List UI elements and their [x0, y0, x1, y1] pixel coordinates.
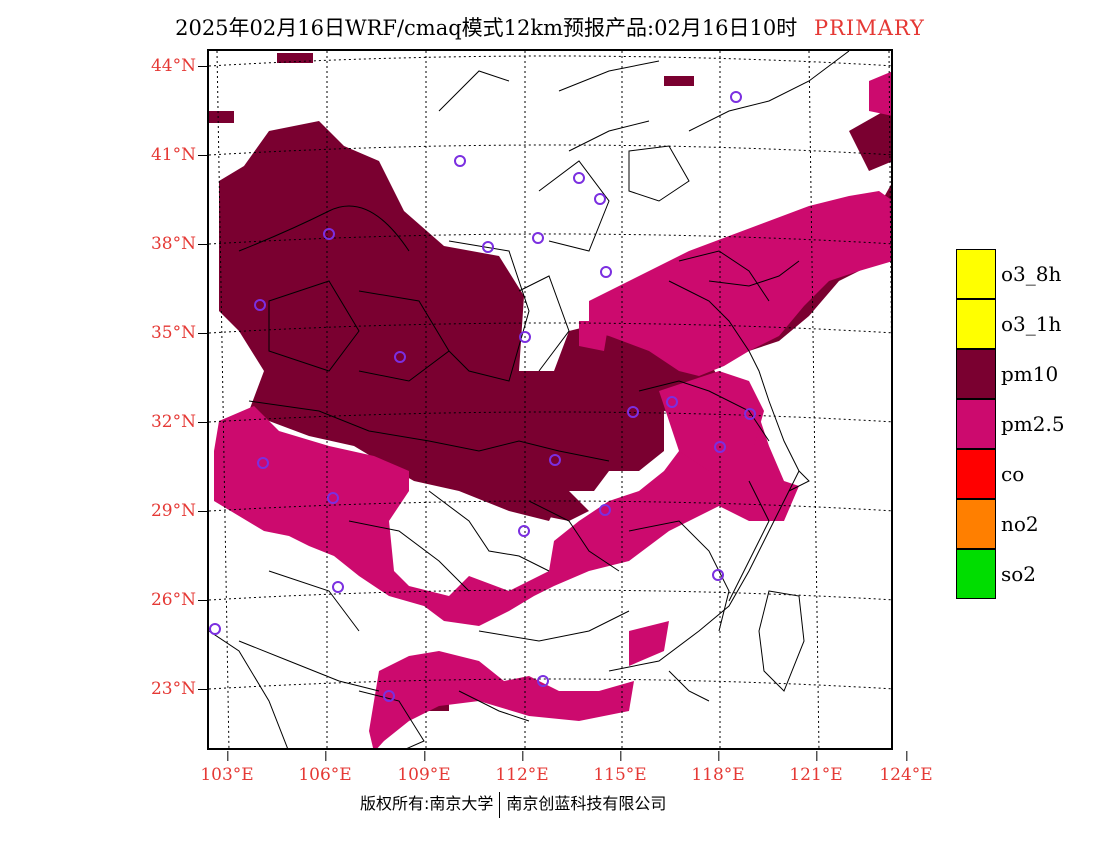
- station-marker[interactable]: [714, 441, 726, 453]
- legend-label-pm10: pm10: [1001, 362, 1059, 386]
- station-marker[interactable]: [394, 351, 406, 363]
- station-marker[interactable]: [519, 331, 531, 343]
- graticule: [209, 51, 891, 748]
- station-marker[interactable]: [323, 228, 335, 240]
- legend-swatch-o3-1h: [956, 299, 996, 349]
- primary-tag: PRIMARY: [813, 16, 925, 40]
- lat-label-41: 41°N: [130, 145, 208, 165]
- legend-swatch-so2: [956, 549, 996, 599]
- station-marker[interactable]: [666, 396, 678, 408]
- company-text: 南京创蓝科技有限公司: [506, 794, 667, 813]
- lon-label-121: 121°E: [789, 751, 843, 785]
- station-marker[interactable]: [712, 569, 724, 581]
- lon-label-106: 106°E: [298, 751, 352, 785]
- station-marker[interactable]: [600, 266, 612, 278]
- station-marker[interactable]: [327, 492, 339, 504]
- station-marker[interactable]: [254, 299, 266, 311]
- legend-label-pm25: pm2.5: [1001, 412, 1065, 436]
- station-marker[interactable]: [383, 690, 395, 702]
- pm10-region: [209, 53, 891, 711]
- station-marker[interactable]: [257, 457, 269, 469]
- legend-label-no2: no2: [1001, 512, 1039, 536]
- station-marker[interactable]: [549, 454, 561, 466]
- legend-label-o3-8h: o3_8h: [1001, 262, 1062, 286]
- station-marker[interactable]: [482, 241, 494, 253]
- footer-credits: 版权所有:南京大学 南京创蓝科技有限公司: [360, 790, 666, 818]
- boundaries: [209, 51, 850, 748]
- map-title: 2025年02月16日WRF/cmaq模式12km预报产品:02月16日10时 …: [0, 12, 1100, 42]
- station-marker[interactable]: [537, 675, 549, 687]
- lon-label-109: 109°E: [397, 751, 451, 785]
- lat-label-29: 29°N: [130, 501, 208, 521]
- lat-label-38: 38°N: [130, 234, 208, 254]
- station-marker[interactable]: [518, 525, 530, 537]
- lat-label-23: 23°N: [130, 679, 208, 699]
- title-text: 2025年02月16日WRF/cmaq模式12km预报产品:02月16日10时: [175, 16, 798, 40]
- legend-swatch-pm25: [956, 399, 996, 449]
- lat-label-35: 35°N: [130, 323, 208, 343]
- station-marker[interactable]: [454, 155, 466, 167]
- lat-label-44: 44°N: [130, 56, 208, 76]
- station-marker[interactable]: [730, 91, 742, 103]
- lon-label-103: 103°E: [200, 751, 254, 785]
- lon-label-112: 112°E: [495, 751, 549, 785]
- station-markers: [209, 91, 756, 702]
- station-marker[interactable]: [532, 232, 544, 244]
- station-marker[interactable]: [627, 406, 639, 418]
- lon-label-118: 118°E: [691, 751, 745, 785]
- copyright-text: 版权所有:南京大学: [360, 794, 494, 813]
- lon-label-115: 115°E: [593, 751, 647, 785]
- station-marker[interactable]: [594, 193, 606, 205]
- lat-label-26: 26°N: [130, 590, 208, 610]
- lat-label-32: 32°N: [130, 412, 208, 432]
- station-marker[interactable]: [209, 623, 221, 635]
- station-marker[interactable]: [332, 581, 344, 593]
- legend-label-o3-1h: o3_1h: [1001, 312, 1062, 336]
- legend-swatch-co: [956, 449, 996, 499]
- legend-label-co: co: [1001, 462, 1025, 486]
- pm25-region: [214, 71, 891, 748]
- station-marker[interactable]: [599, 504, 611, 516]
- legend-swatch-pm10: [956, 349, 996, 399]
- footer-separator: [499, 791, 501, 818]
- legend-swatch-o3-8h: [956, 249, 996, 299]
- station-marker[interactable]: [573, 172, 585, 184]
- legend-label-so2: so2: [1001, 562, 1037, 586]
- legend-swatch-no2: [956, 499, 996, 549]
- station-marker[interactable]: [744, 408, 756, 420]
- lon-label-124: 124°E: [879, 751, 933, 785]
- pollution-map: [209, 51, 891, 748]
- map-panel[interactable]: [207, 49, 893, 750]
